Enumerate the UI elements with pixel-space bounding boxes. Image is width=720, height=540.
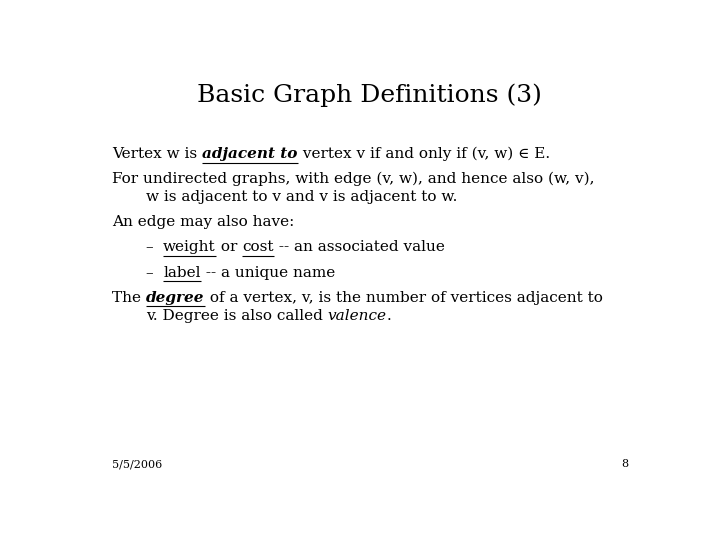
Text: valence: valence [328,309,387,323]
Text: 8: 8 [621,460,629,469]
Text: degree: degree [146,291,204,305]
Text: adjacent to: adjacent to [202,147,297,161]
Text: .: . [387,309,391,323]
Text: 5/5/2006: 5/5/2006 [112,460,163,469]
Text: cost: cost [242,240,274,254]
Text: of a vertex, v, is the number of vertices adjacent to: of a vertex, v, is the number of vertice… [204,291,603,305]
Text: An edge may also have:: An edge may also have: [112,215,294,229]
Text: -- a unique name: -- a unique name [201,266,335,280]
Text: vertex v if and only if (v, w) ∈ E.: vertex v if and only if (v, w) ∈ E. [297,147,550,161]
Text: label: label [163,266,201,280]
Text: For undirected graphs, with edge (v, w), and hence also (w, v),: For undirected graphs, with edge (v, w),… [112,172,595,186]
Text: –: – [145,240,163,254]
Text: Vertex w is: Vertex w is [112,147,202,161]
Text: v. Degree is also called: v. Degree is also called [145,309,328,323]
Text: Basic Graph Definitions (3): Basic Graph Definitions (3) [197,84,541,107]
Text: weight: weight [163,240,216,254]
Text: -- an associated value: -- an associated value [274,240,444,254]
Text: w is adjacent to v and v is adjacent to w.: w is adjacent to v and v is adjacent to … [145,190,457,204]
Text: or: or [216,240,242,254]
Text: –: – [145,266,163,280]
Text: The: The [112,291,146,305]
